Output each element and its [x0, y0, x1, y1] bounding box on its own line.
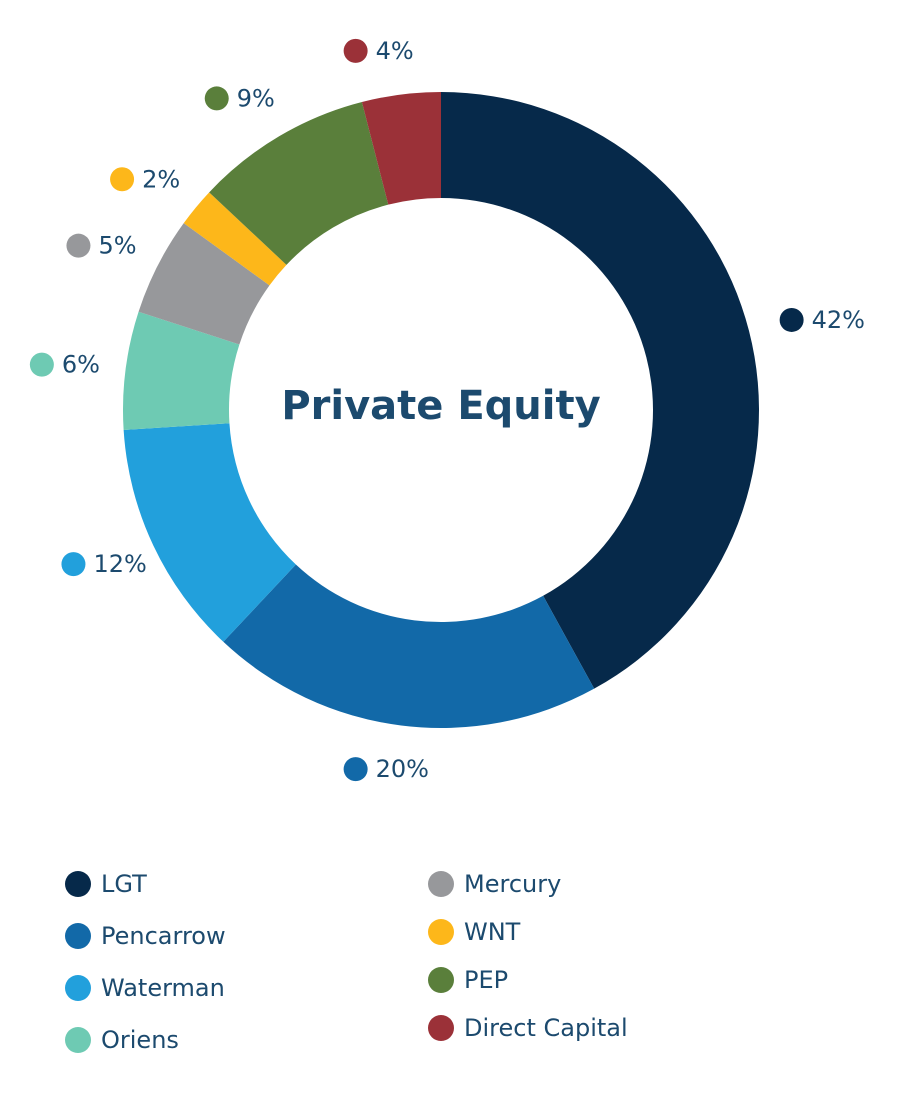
data-label: 4%: [376, 37, 414, 65]
donut-slice: [123, 423, 296, 642]
data-label: 20%: [376, 755, 429, 783]
legend-swatch: [65, 923, 91, 949]
data-label: 5%: [98, 232, 136, 260]
donut-slice: [209, 101, 389, 265]
data-label: 9%: [237, 84, 275, 112]
label-dot: [779, 307, 804, 332]
donut-slice: [223, 564, 595, 728]
chart-title: Private Equity: [281, 383, 600, 429]
legend-label: WNT: [464, 918, 521, 946]
legend-swatch: [65, 1027, 91, 1053]
donut-slice: [138, 223, 270, 345]
label-dot: [343, 38, 368, 63]
donut-slice: [441, 92, 760, 689]
legend-label: Mercury: [464, 870, 561, 898]
legend-swatch: [428, 871, 454, 897]
label-dot: [61, 552, 86, 577]
donut-slice: [123, 311, 240, 430]
label-dot: [110, 167, 135, 192]
legend-swatch: [428, 967, 454, 993]
legend-label: Oriens: [101, 1026, 179, 1054]
legend-swatch: [428, 919, 454, 945]
legend-swatch: [428, 1015, 454, 1041]
legend-label: Waterman: [101, 974, 225, 1002]
legend-label: Direct Capital: [464, 1014, 628, 1042]
label-dot: [204, 86, 229, 111]
legend-label: LGT: [101, 870, 147, 898]
data-label: 2%: [142, 165, 180, 193]
data-label: 6%: [62, 351, 100, 379]
donut-slice: [361, 92, 441, 205]
label-dot: [29, 352, 54, 377]
legend-swatch: [65, 871, 91, 897]
legend-label: Pencarrow: [101, 922, 226, 950]
data-label: 12%: [93, 550, 146, 578]
donut-slice: [183, 192, 287, 286]
legend-swatch: [65, 975, 91, 1001]
label-dot: [343, 757, 368, 782]
data-label: 42%: [812, 306, 865, 334]
label-dot: [66, 233, 91, 258]
legend-label: PEP: [464, 966, 508, 994]
